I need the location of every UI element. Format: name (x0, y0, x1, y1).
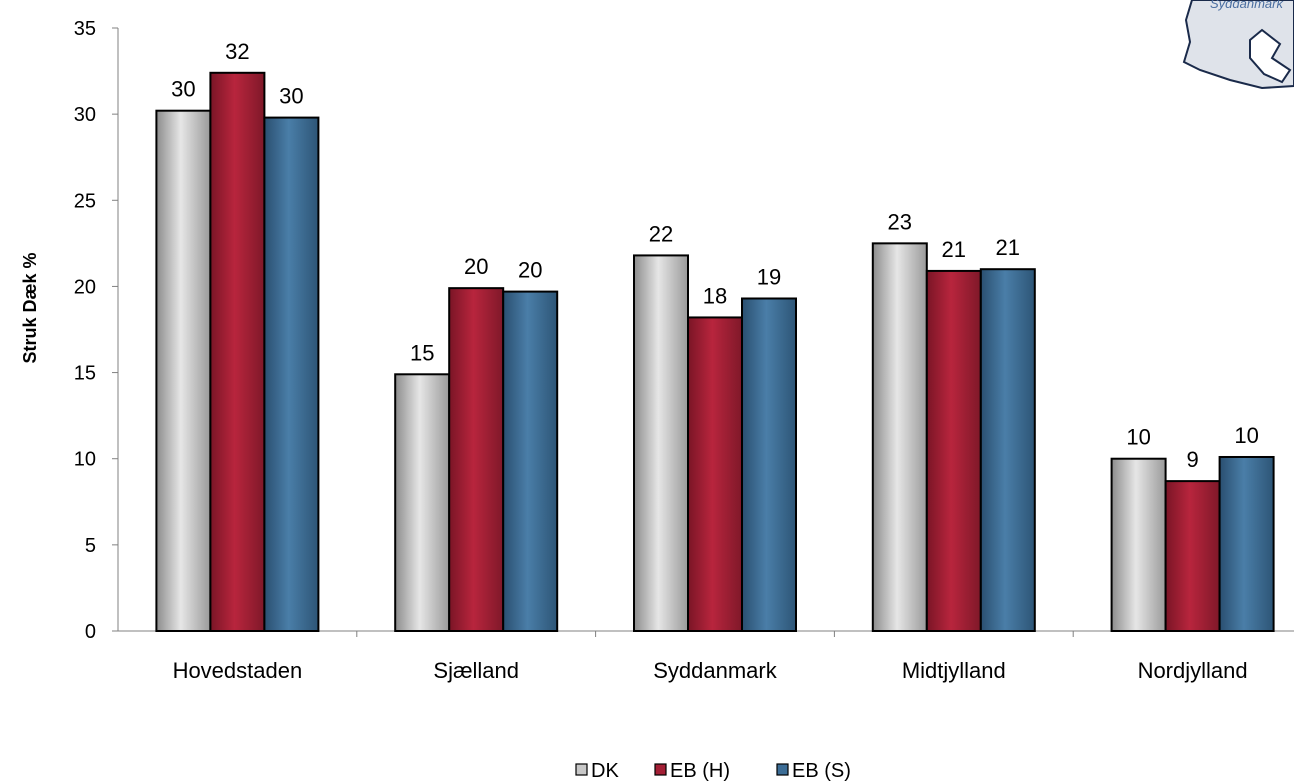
bar-eb-s-sjælland (502, 290, 559, 632)
data-label: 30 (279, 84, 303, 109)
legend-swatch (575, 763, 588, 776)
legend: DK EB (H) EB (S) (575, 760, 851, 782)
y-tick-label: 0 (85, 621, 96, 643)
bar-eb-h-nordjylland (1164, 480, 1221, 632)
bar-eb-h-hovedstaden (209, 71, 266, 632)
logo: Syddanmark (1182, 0, 1294, 90)
data-label: 19 (757, 264, 781, 289)
x-tick-label: Sjælland (433, 658, 519, 683)
data-label: 10 (1234, 423, 1258, 448)
legend-swatch (776, 763, 789, 776)
y-tick-label: 5 (85, 535, 96, 557)
y-tick-label: 25 (74, 190, 96, 212)
y-tick-label: 35 (74, 18, 96, 40)
bar-dk-nordjylland (1110, 457, 1167, 633)
bar-dk-sjælland (394, 373, 451, 632)
x-tick-label: Hovedstaden (173, 658, 303, 683)
data-labels: 30 32 30 15 20 20 22 18 19 23 21 21 10 9 10 (171, 39, 1259, 472)
y-tick-label: 15 (74, 363, 96, 385)
bars (155, 71, 1275, 633)
data-label: 22 (649, 221, 673, 246)
y-tick-label: 30 (74, 104, 96, 126)
x-tick-label: Syddanmark (653, 658, 778, 683)
x-tick-label: Nordjylland (1138, 658, 1248, 683)
data-label: 21 (996, 235, 1020, 260)
y-axis-title: Struk Dæk % (20, 252, 40, 363)
axes: 0 5 10 15 20 25 30 35 Hovedstaden Sjælland Syddanm… (74, 18, 1294, 683)
bar-dk-syddanmark (633, 254, 689, 632)
data-label: 23 (888, 209, 912, 234)
data-label: 15 (410, 340, 434, 365)
bar-eb-h-midtjylland (925, 269, 982, 632)
logo-text: Syddanmark (1210, 0, 1284, 11)
data-label: 32 (225, 39, 249, 64)
bar-eb-h-syddanmark (687, 316, 743, 632)
bar-eb-h-sjælland (448, 287, 505, 632)
data-label: 10 (1126, 425, 1150, 450)
data-label: 20 (464, 254, 488, 279)
legend-label: DK (591, 760, 619, 782)
bar-dk-midtjylland (871, 242, 928, 632)
data-label: 9 (1186, 447, 1198, 472)
bar-eb-s-nordjylland (1218, 455, 1275, 632)
y-tick-label: 20 (74, 276, 96, 298)
data-label: 21 (942, 237, 966, 262)
legend-swatch (654, 763, 667, 776)
legend-label: EB (S) (792, 760, 851, 782)
data-label: 18 (703, 283, 727, 308)
bar-eb-s-midtjylland (979, 268, 1036, 632)
bar-dk-hovedstaden (155, 109, 212, 632)
legend-label: EB (H) (670, 760, 730, 782)
bar-eb-s-hovedstaden (263, 116, 320, 633)
data-label: 20 (518, 258, 542, 283)
bar-eb-s-syddanmark (741, 297, 797, 632)
x-tick-label: Midtjylland (902, 658, 1006, 683)
y-tick-label: 10 (74, 449, 96, 471)
data-label: 30 (171, 77, 195, 102)
